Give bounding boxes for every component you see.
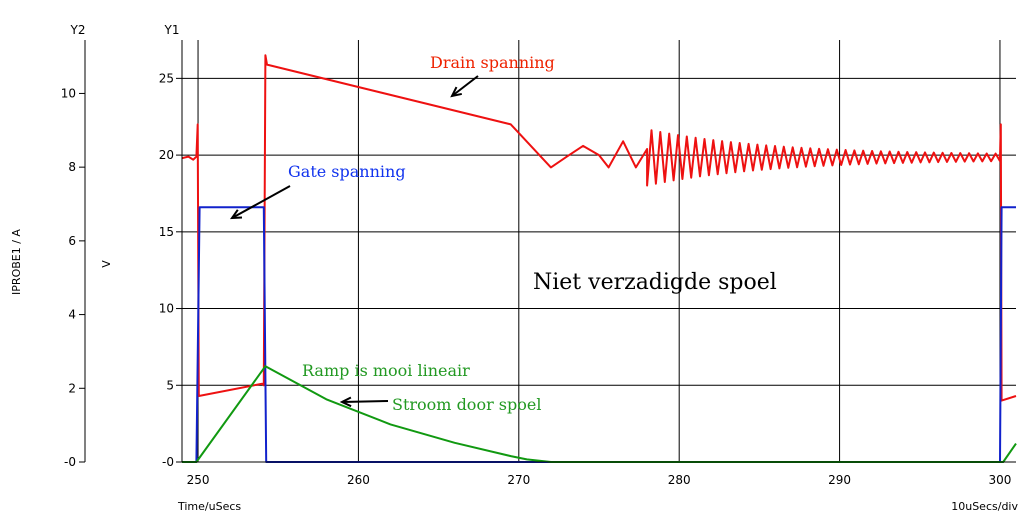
y2-tick-label-3: 4 — [68, 308, 76, 322]
annotations: Drain spanning Gate spanning Ramp is mooi … — [229, 53, 777, 414]
annotation-ramp: Ramp is mooi lineair — [302, 361, 470, 380]
annotation-gate: Gate spanning — [288, 162, 406, 181]
series-line-0 — [181, 54, 1017, 402]
y1-axis-title: Y1 — [164, 23, 180, 37]
y1-tick-label-2: 15 — [159, 225, 174, 239]
y2-tick-label-5: -0 — [64, 455, 76, 469]
annotation-center: Niet verzadigde spoel — [533, 270, 777, 295]
grid — [182, 40, 1016, 463]
y2-tick-label-1: 8 — [68, 160, 76, 174]
y2-axis-label: IPROBE1 / A — [10, 229, 23, 295]
y2-tick-label-2: 6 — [68, 234, 76, 248]
arrow-drain-head — [450, 86, 462, 98]
series-layer — [181, 54, 1017, 463]
y2-tick-label-4: 2 — [68, 381, 76, 395]
y1-tick-label-5: -0 — [162, 455, 174, 469]
y2-axis-title: Y2 — [70, 23, 86, 37]
y1-axis-label: V — [100, 260, 113, 268]
annotation-stroom: Stroom door spoel — [392, 395, 541, 414]
y1-tick-label-3: 10 — [159, 302, 174, 316]
x-tick-label-280: 280 — [668, 473, 691, 487]
series-line-2 — [182, 365, 1017, 463]
x-tick-label-300: 300 — [989, 473, 1012, 487]
arrow-stroom — [341, 400, 389, 403]
x-tick-label-270: 270 — [507, 473, 530, 487]
x-tick-label-250: 250 — [187, 473, 210, 487]
arrow-drain — [451, 75, 479, 97]
series-line-1 — [182, 206, 1016, 463]
y1-tick-label-1: 20 — [159, 148, 174, 162]
y2-tick-label-0: 10 — [61, 86, 76, 100]
arrow-gate-head — [229, 209, 243, 220]
arrow-stroom-head — [339, 396, 352, 408]
y1-tick-label-0: 25 — [159, 71, 174, 85]
y1-tick-label-4: 5 — [166, 378, 174, 392]
annotation-drain: Drain spanning — [430, 53, 555, 72]
arrow-gate — [231, 185, 291, 219]
x-tick-label-290: 290 — [828, 473, 851, 487]
x-axis-label: Time/uSecs — [177, 500, 241, 513]
x-axis-scale-note: 10uSecs/div — [951, 500, 1018, 513]
axes: 250 260 270 280 290 300 25 20 15 10 5 -0 10 8 6 4 2 -0 Y2 Y… — [10, 23, 1018, 513]
x-tick-label-260: 260 — [347, 473, 370, 487]
